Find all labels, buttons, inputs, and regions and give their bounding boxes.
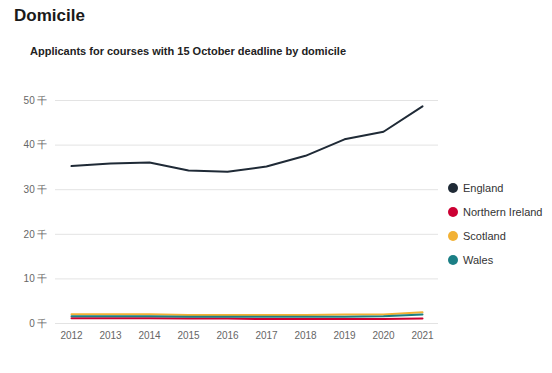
svg-text:20 千: 20 千 bbox=[24, 229, 48, 240]
svg-text:2015: 2015 bbox=[177, 330, 200, 341]
html-text:Wales: Wales bbox=[463, 254, 494, 266]
svg-text:2012: 2012 bbox=[60, 330, 83, 341]
html-text:Applicants for courses with 15: Applicants for courses with 15 October d… bbox=[30, 45, 346, 57]
html-text:England: England bbox=[463, 182, 504, 194]
svg-text:2014: 2014 bbox=[138, 330, 161, 341]
svg-text:10 千: 10 千 bbox=[24, 273, 48, 284]
html-text:Northern Ireland: Northern Ireland bbox=[463, 206, 543, 218]
svg-text:50 千: 50 千 bbox=[24, 95, 48, 106]
svg-text:2016: 2016 bbox=[216, 330, 239, 341]
svg-text:30 千: 30 千 bbox=[24, 184, 48, 195]
svg-text:2013: 2013 bbox=[99, 330, 122, 341]
svg-text:2020: 2020 bbox=[372, 330, 395, 341]
svg-text:2021: 2021 bbox=[411, 330, 434, 341]
html-text:Domicile: Domicile bbox=[14, 6, 85, 25]
svg-text:2018: 2018 bbox=[294, 330, 317, 341]
svg-text:2017: 2017 bbox=[255, 330, 278, 341]
svg-text:0 千: 0 千 bbox=[29, 318, 47, 329]
svg-text:2019: 2019 bbox=[333, 330, 356, 341]
html-text:Scotland: Scotland bbox=[463, 230, 506, 242]
svg-text:40 千: 40 千 bbox=[24, 139, 48, 150]
